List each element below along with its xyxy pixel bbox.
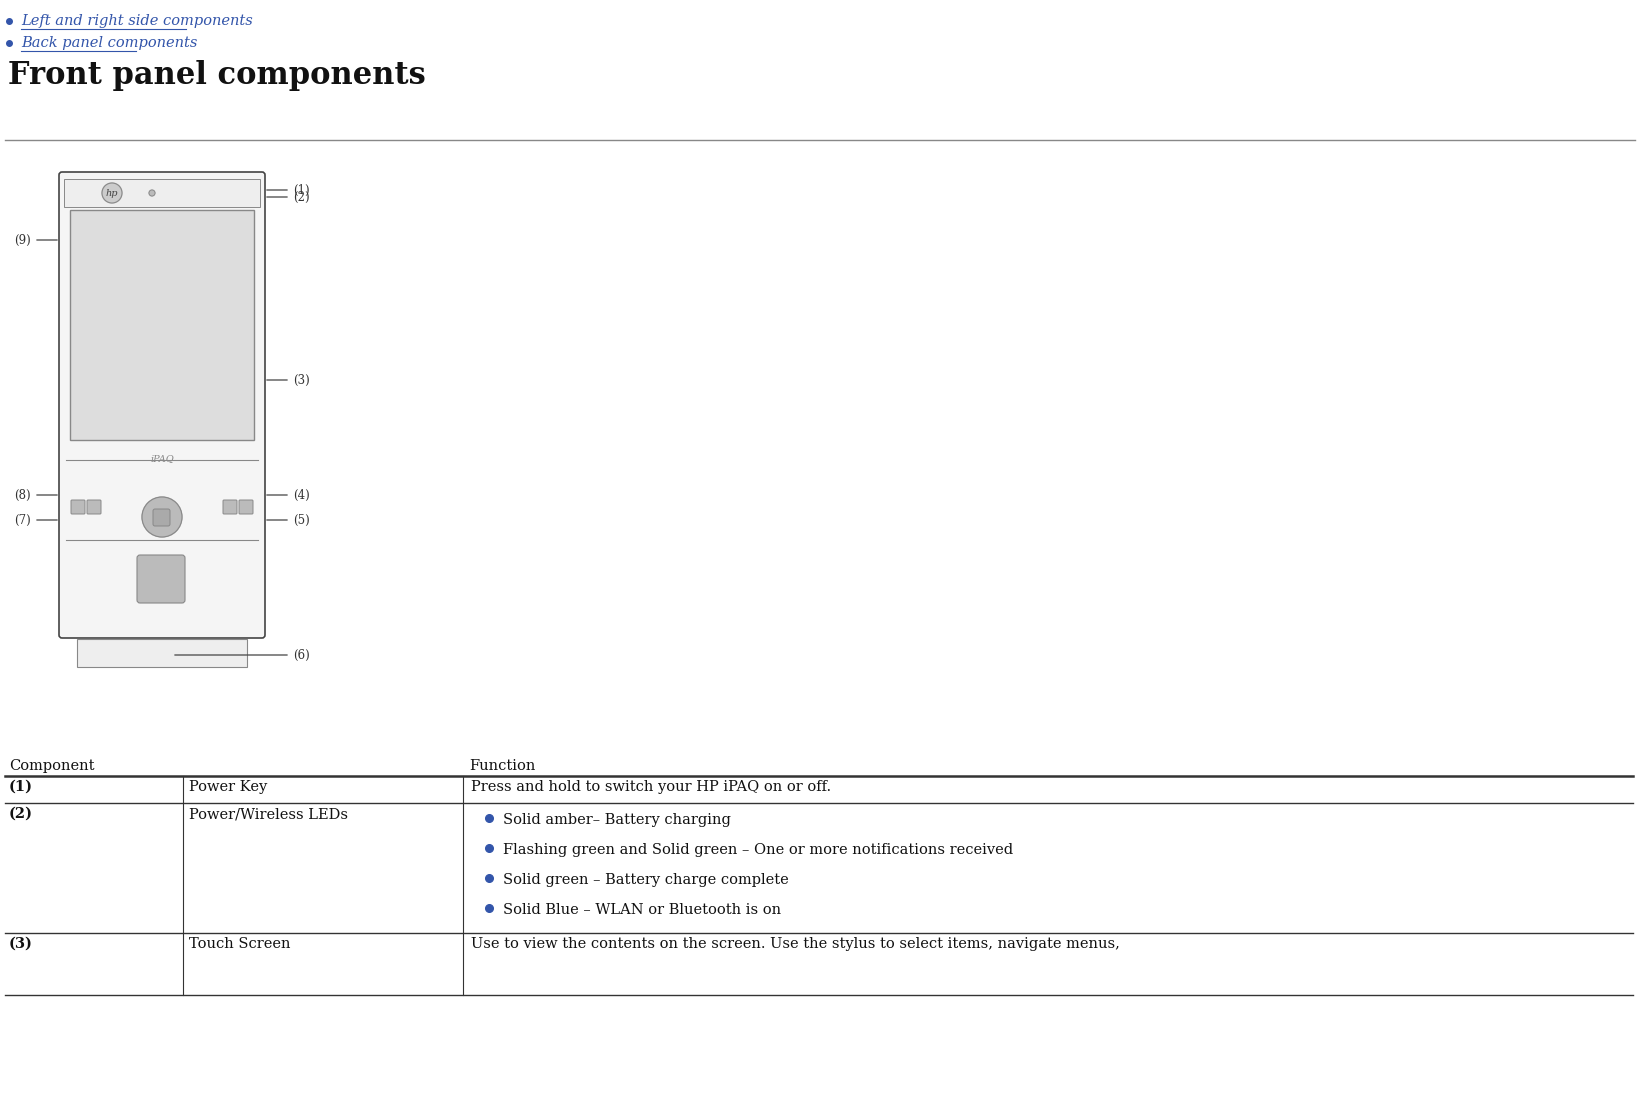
Text: Solid amber– Battery charging: Solid amber– Battery charging	[503, 813, 731, 827]
FancyBboxPatch shape	[87, 500, 102, 514]
FancyBboxPatch shape	[223, 500, 238, 514]
Text: (3): (3)	[8, 936, 33, 951]
Text: Power Key: Power Key	[188, 780, 267, 794]
Circle shape	[102, 183, 121, 203]
Text: Solid Blue – WLAN or Bluetooth is on: Solid Blue – WLAN or Bluetooth is on	[503, 903, 780, 917]
Text: Component: Component	[8, 759, 95, 773]
Text: Power/Wireless LEDs: Power/Wireless LEDs	[188, 807, 347, 820]
Text: (5): (5)	[293, 513, 310, 526]
FancyBboxPatch shape	[59, 172, 266, 638]
Text: (7): (7)	[15, 513, 31, 526]
Text: Touch Screen: Touch Screen	[188, 936, 290, 951]
Circle shape	[149, 190, 156, 196]
FancyBboxPatch shape	[152, 509, 170, 526]
Bar	[70, 210, 254, 440]
FancyBboxPatch shape	[70, 500, 85, 514]
Text: (2): (2)	[293, 190, 310, 203]
Text: (8): (8)	[15, 489, 31, 501]
Bar	[77, 639, 247, 667]
Text: (2): (2)	[8, 807, 33, 820]
Text: (3): (3)	[293, 373, 310, 386]
Text: hp: hp	[105, 188, 118, 198]
Text: Left and right side components: Left and right side components	[21, 14, 252, 28]
Text: Use to view the contents on the screen. Use the stylus to select items, navigate: Use to view the contents on the screen. …	[470, 936, 1119, 951]
Text: Function: Function	[469, 759, 534, 773]
Text: (6): (6)	[293, 649, 310, 662]
Text: Flashing green and Solid green – One or more notifications received: Flashing green and Solid green – One or …	[503, 843, 1013, 857]
Text: (1): (1)	[293, 184, 310, 197]
Text: Solid green – Battery charge complete: Solid green – Battery charge complete	[503, 873, 788, 887]
Text: iPAQ: iPAQ	[151, 454, 174, 463]
Text: Front panel components: Front panel components	[8, 60, 426, 91]
Text: (9): (9)	[15, 233, 31, 246]
Text: Back panel components: Back panel components	[21, 36, 197, 50]
FancyBboxPatch shape	[138, 555, 185, 603]
Circle shape	[143, 497, 182, 537]
Bar	[64, 179, 261, 207]
Text: (4): (4)	[293, 489, 310, 501]
FancyBboxPatch shape	[239, 500, 252, 514]
Text: Press and hold to switch your HP iPAQ on or off.: Press and hold to switch your HP iPAQ on…	[470, 780, 831, 794]
Text: (1): (1)	[8, 780, 33, 794]
